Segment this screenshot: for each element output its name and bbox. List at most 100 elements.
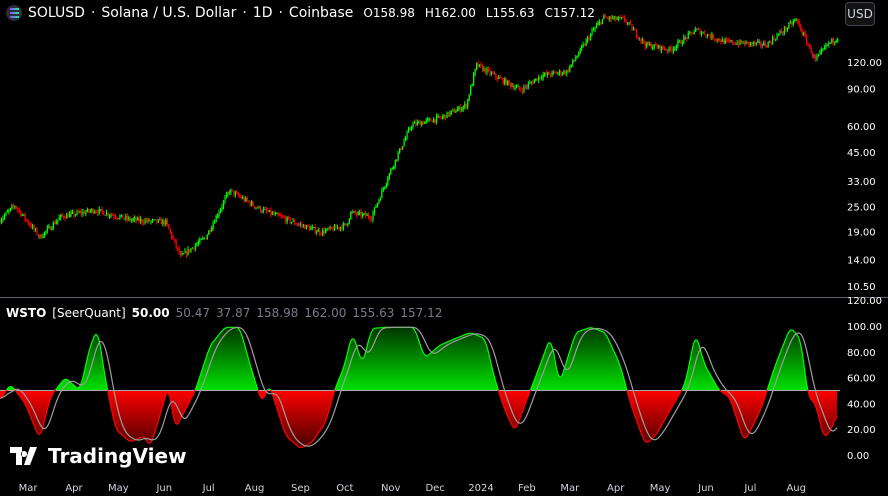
candle-body bbox=[578, 53, 580, 57]
candle-body bbox=[702, 32, 704, 34]
candle-body bbox=[541, 77, 543, 79]
candle-body bbox=[709, 35, 712, 38]
candle-body bbox=[122, 214, 124, 219]
candle-body bbox=[63, 216, 65, 218]
candle-body bbox=[461, 108, 463, 111]
candle-body bbox=[89, 210, 91, 212]
candle-body bbox=[26, 219, 28, 221]
candle-body bbox=[148, 218, 151, 222]
candle-body bbox=[325, 230, 327, 234]
candle-body bbox=[46, 227, 49, 231]
candle-body bbox=[72, 211, 74, 213]
candle-body bbox=[835, 41, 837, 43]
candle-body bbox=[153, 219, 155, 221]
candle-body bbox=[706, 34, 709, 37]
candle-body bbox=[516, 86, 518, 88]
candle-body bbox=[339, 227, 342, 229]
candle-body bbox=[810, 46, 812, 54]
candle-body bbox=[752, 42, 755, 44]
candle-body bbox=[653, 44, 655, 48]
candle-body bbox=[595, 25, 598, 28]
candle-body bbox=[107, 212, 109, 216]
candle-body bbox=[462, 106, 464, 109]
currency-button[interactable]: USD bbox=[845, 2, 875, 26]
symbol-legend[interactable]: SOLUSD · Solana / U.S. Dollar · 1D · Coinba… bbox=[6, 5, 595, 21]
time-tick: Mar bbox=[19, 483, 39, 494]
candle-body bbox=[245, 198, 247, 201]
candle-body bbox=[296, 224, 299, 226]
candle-body bbox=[520, 89, 522, 91]
candle-body bbox=[687, 33, 689, 39]
candle-body bbox=[703, 32, 706, 35]
candle-body bbox=[20, 210, 22, 216]
candle-body bbox=[402, 145, 404, 150]
candle-body bbox=[298, 224, 300, 226]
candle-body bbox=[370, 219, 373, 221]
candle-body bbox=[218, 212, 220, 216]
candle-body bbox=[814, 55, 817, 60]
candle-body bbox=[86, 209, 89, 212]
axes: 120.00 90.00 60.00 45.00 33.00 25.00 19.00 14.0… bbox=[19, 58, 882, 494]
price-tick: 120.00 bbox=[847, 58, 882, 69]
candle-body bbox=[54, 222, 56, 225]
candle-body bbox=[775, 39, 777, 41]
tradingview-text: TradingView bbox=[48, 444, 187, 468]
candle-body bbox=[205, 237, 207, 240]
time-tick: May bbox=[108, 483, 129, 494]
candle-body bbox=[69, 214, 71, 218]
candle-body bbox=[594, 27, 596, 30]
candle-body bbox=[729, 40, 731, 42]
candle-body bbox=[302, 225, 305, 227]
indicator-author: [SeerQuant] bbox=[52, 306, 126, 320]
indicator-legend[interactable]: WSTO [SeerQuant] 50.00 50.47 37.87 158.9… bbox=[6, 306, 442, 320]
candle-body bbox=[745, 41, 747, 45]
candle-body bbox=[67, 214, 69, 218]
candle-body bbox=[5, 212, 7, 216]
ohlc-open: O158.98 bbox=[363, 6, 415, 20]
candle-body bbox=[705, 34, 707, 37]
time-tick: Mar bbox=[560, 483, 580, 494]
candle-body bbox=[809, 45, 811, 47]
candle-body bbox=[495, 73, 497, 78]
candle-body bbox=[212, 223, 214, 228]
candle-body bbox=[547, 72, 549, 75]
separator: · bbox=[242, 5, 247, 21]
candle-body bbox=[727, 40, 729, 42]
candle-body bbox=[812, 53, 814, 56]
candle-body bbox=[587, 37, 589, 41]
time-tick: Oct bbox=[336, 483, 353, 494]
candle-body bbox=[220, 209, 222, 213]
candle-body bbox=[265, 209, 268, 211]
candle-body bbox=[634, 29, 636, 31]
candle-body bbox=[24, 214, 26, 220]
candle-body bbox=[12, 206, 15, 208]
candle-body bbox=[464, 104, 466, 107]
candle-body bbox=[316, 231, 318, 233]
candle-body bbox=[175, 240, 177, 248]
candle-body bbox=[329, 226, 331, 229]
candle-body bbox=[388, 173, 390, 180]
candle-body bbox=[468, 95, 470, 100]
candle-body bbox=[57, 219, 59, 222]
candle-body bbox=[299, 224, 302, 226]
candle-body bbox=[271, 212, 274, 215]
candle-body bbox=[533, 80, 535, 84]
price-tick: 60.00 bbox=[847, 122, 876, 133]
candle-body bbox=[391, 168, 393, 170]
time-tick: Feb bbox=[518, 483, 536, 494]
candle-body bbox=[131, 219, 133, 221]
candle-body bbox=[409, 128, 411, 130]
candle-body bbox=[171, 232, 173, 238]
candle-body bbox=[436, 116, 438, 122]
candle-body bbox=[708, 34, 710, 36]
candle-body bbox=[822, 48, 824, 50]
signal-line bbox=[0, 326, 838, 447]
candle-body bbox=[262, 209, 265, 212]
candle-body bbox=[813, 55, 815, 57]
candle-body bbox=[584, 44, 586, 46]
candle-body bbox=[109, 215, 111, 217]
candle-body bbox=[635, 30, 638, 37]
candle-body bbox=[696, 28, 698, 30]
candle-body bbox=[721, 39, 723, 42]
